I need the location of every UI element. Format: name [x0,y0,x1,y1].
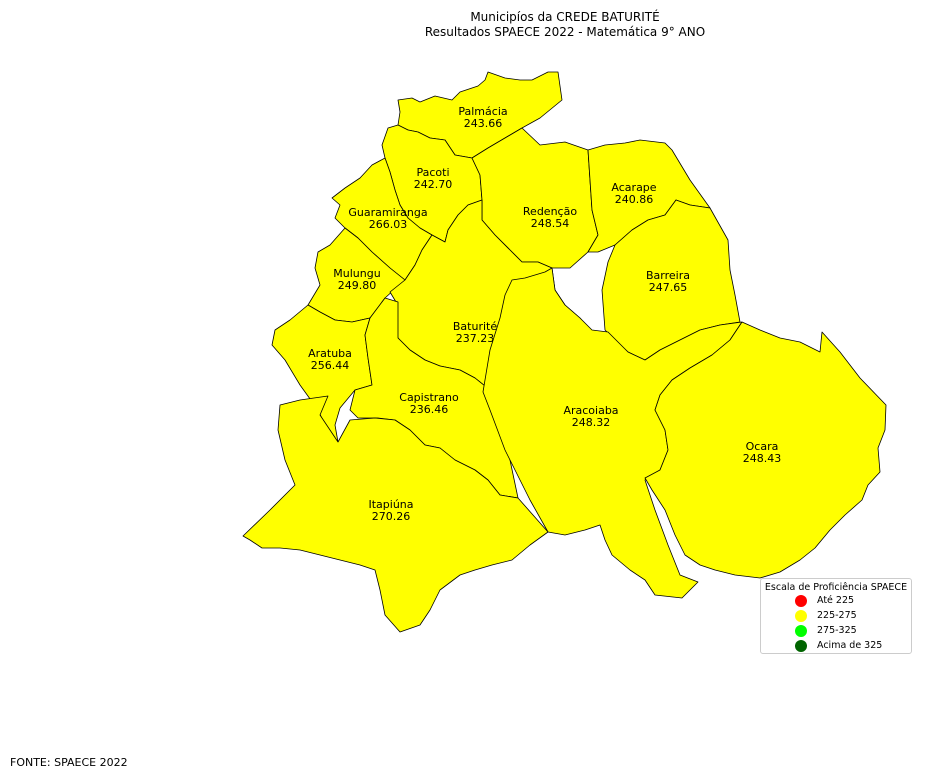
municipality-name-label: Acarape [611,181,656,194]
legend-item: Até 225 [795,593,911,608]
legend-dot-darkgreen [795,639,807,652]
legend-label: 275-325 [817,625,857,636]
legend-dot-yellow [795,609,807,622]
legend-label: Até 225 [817,595,855,606]
municipality-name-label: Mulungu [333,267,380,280]
municipality-score-label: 248.54 [531,217,570,230]
municipality-score-label: 256.44 [311,359,350,372]
municipality-name-label: Redenção [523,205,577,218]
municipality-aratuba [271,304,373,443]
municipality-score-label: 240.86 [615,193,654,206]
municipality-name-label: Guaramiranga [348,206,427,219]
municipality-name-label: Palmácia [458,105,507,118]
municipality-score-label: 242.70 [414,178,453,191]
municipality-name-label: Itapiúna [368,498,413,511]
municipality-name-label: Barreira [646,269,690,282]
municipality-score-label: 270.26 [372,510,411,523]
legend-item: Acima de 325 [795,638,911,653]
map-title-line2: Resultados SPAECE 2022 - Matemática 9° A… [424,25,706,39]
municipality-name-label: Aratuba [308,347,352,360]
municipality-score-label: 236.46 [410,403,449,416]
map-title: Municipíos da CREDE BATURITÉ Resultados … [0,10,929,40]
legend-item: 275-325 [795,623,911,638]
municipality-name-label: Baturité [453,320,497,333]
municipality-score-label: 243.66 [464,117,503,130]
legend-dot-red [795,594,807,607]
municipality-score-label: 248.32 [572,416,611,429]
legend-item: 225-275 [795,608,911,623]
source-note: FONTE: SPAECE 2022 [10,756,128,769]
municipality-score-label: 247.65 [649,281,688,294]
municipality-score-label: 249.80 [338,279,377,292]
map-title-line1: Municipíos da CREDE BATURITÉ [470,10,660,24]
legend-dot-green [795,624,807,637]
legend-label: Acima de 325 [817,640,883,651]
legend-label: 225-275 [817,610,857,621]
legend: Escala de Proficiência SPAECE Até 225 22… [760,578,912,654]
municipality-ocara [644,321,887,579]
municipality-name-label: Aracoiaba [563,404,618,417]
municipality-name-label: Ocara [746,440,779,453]
municipality-itapiuna [242,395,549,633]
municipality-name-label: Pacoti [416,166,449,179]
municipality-score-label: 237.23 [456,332,495,345]
legend-title: Escala de Proficiência SPAECE [764,582,908,593]
municipality-score-label: 266.03 [369,218,408,231]
municipality-name-label: Capistrano [399,391,459,404]
municipality-score-label: 248.43 [743,452,782,465]
